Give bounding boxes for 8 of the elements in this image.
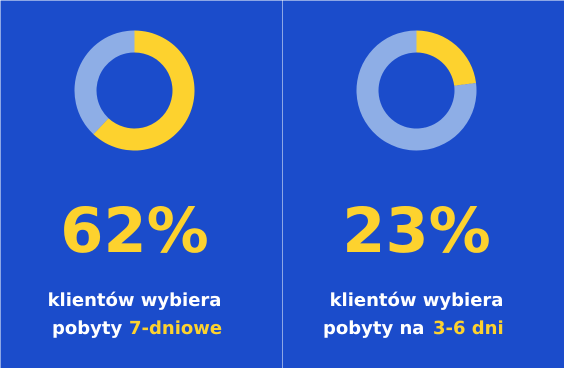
- text: pobyty: [52, 318, 122, 339]
- text: 3-6 dni: [433, 318, 504, 339]
- text: 7-dniowe: [129, 318, 222, 339]
- text: klientów wybiera: [48, 290, 222, 311]
- text: 23%: [342, 194, 491, 267]
- text: pobyty na: [323, 318, 424, 339]
- text: 62%: [60, 194, 209, 267]
- text: klientów wybiera: [330, 290, 504, 311]
